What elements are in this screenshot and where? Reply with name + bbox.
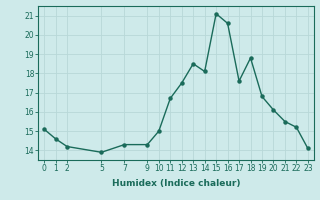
X-axis label: Humidex (Indice chaleur): Humidex (Indice chaleur) xyxy=(112,179,240,188)
